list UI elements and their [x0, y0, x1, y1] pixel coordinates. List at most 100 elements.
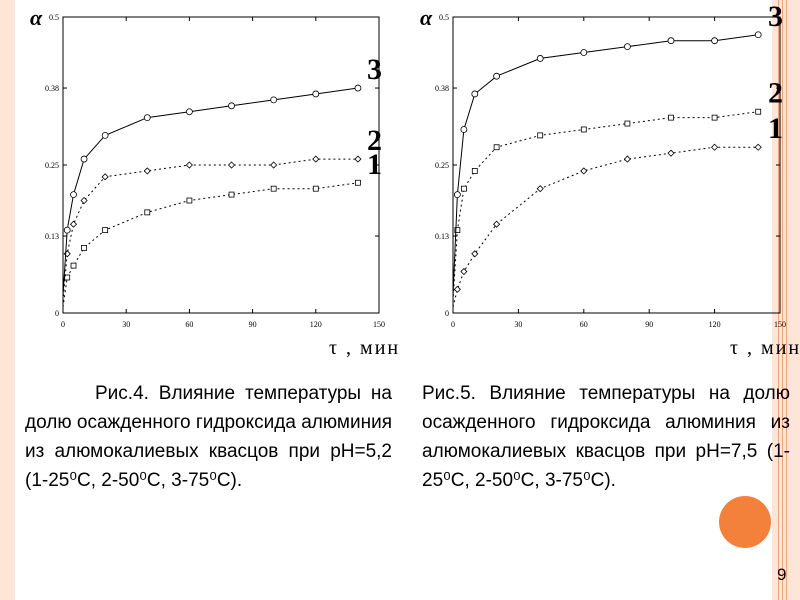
x-tick-label: 0 [451, 320, 455, 329]
data-point [755, 108, 762, 115]
data-point [355, 179, 361, 186]
series-label: 3 [367, 53, 382, 86]
data-point [270, 96, 278, 104]
x-tick-label: 60 [185, 320, 193, 329]
x-axis-label: τ , мин [730, 337, 800, 359]
data-point [624, 43, 631, 50]
data-point [80, 196, 88, 205]
border-stripe [786, 0, 787, 600]
x-tick-label: 0 [61, 320, 65, 329]
plot-frame [452, 16, 781, 314]
data-point [312, 185, 319, 192]
data-point [185, 108, 193, 116]
y-tick-label: 0.13 [45, 232, 59, 241]
data-point [228, 102, 235, 110]
data-point [624, 120, 631, 127]
data-point [102, 227, 109, 234]
data-point [101, 173, 109, 181]
data-point [493, 72, 501, 80]
data-point [70, 262, 77, 269]
x-tick-label: 150 [774, 320, 786, 329]
series-line [452, 146, 759, 308]
data-point [711, 114, 718, 121]
x-tick-label: 150 [373, 320, 385, 329]
caption-fig5: Рис.5. Влияние температуры на долю осажд… [422, 383, 790, 491]
data-point [453, 285, 461, 293]
data-point [460, 185, 467, 192]
y-axis-label: α [420, 5, 433, 30]
data-point [70, 191, 77, 199]
series-label: 3 [768, 0, 783, 33]
y-tick-label: 0 [445, 309, 449, 318]
series-line [62, 182, 358, 308]
x-tick-label: 90 [249, 320, 257, 329]
y-tick-label: 0.38 [435, 84, 449, 93]
data-point [667, 37, 675, 45]
y-tick-label: 0.25 [45, 161, 59, 170]
data-point [454, 227, 461, 234]
data-point [580, 49, 588, 56]
data-point [354, 155, 362, 163]
x-axis-label: τ , мин [329, 337, 400, 359]
data-point [667, 149, 675, 157]
data-point [668, 114, 674, 121]
x-tick-label: 60 [580, 320, 588, 329]
data-point [460, 126, 468, 133]
series-line [62, 87, 358, 296]
data-point [537, 132, 544, 139]
data-point [754, 143, 762, 151]
x-tick-label: 120 [709, 320, 721, 329]
data-point [64, 274, 71, 281]
data-point [143, 114, 151, 122]
data-point [471, 250, 479, 258]
border-stripe [782, 0, 783, 600]
data-point [754, 31, 762, 39]
series-label: 1 [768, 112, 783, 145]
data-point [228, 191, 235, 198]
y-tick-label: 0.13 [435, 232, 449, 241]
data-point [186, 197, 193, 204]
y-tick-label: 0.5 [439, 13, 449, 22]
data-point [493, 144, 500, 151]
data-point [185, 161, 193, 169]
series-label: 2 [768, 77, 783, 110]
page-number: 9 [777, 565, 787, 584]
x-tick-label: 120 [310, 320, 322, 329]
data-point [63, 226, 71, 234]
data-point [460, 267, 468, 276]
series-line [452, 111, 759, 302]
data-point [101, 131, 109, 139]
y-tick-label: 0.5 [49, 13, 59, 22]
data-point [493, 220, 501, 228]
data-point [580, 126, 587, 133]
series-label: 2 [367, 124, 382, 157]
y-axis-label: α [30, 5, 43, 30]
series-label: 1 [367, 148, 382, 181]
data-point [711, 143, 719, 151]
data-point [143, 167, 151, 175]
data-point [312, 90, 320, 98]
data-point [80, 155, 88, 163]
y-tick-label: 0 [55, 309, 59, 318]
caption-fig4: Рис.4. Влияние температуры на долю осажд… [25, 383, 392, 491]
data-point [312, 155, 320, 163]
left-border [0, 0, 15, 600]
data-point [623, 155, 631, 163]
data-point [536, 55, 544, 62]
data-point [81, 244, 87, 251]
data-point [354, 84, 362, 92]
data-point [270, 185, 277, 192]
data-point [471, 90, 479, 98]
data-point [711, 37, 718, 45]
x-tick-label: 30 [122, 320, 130, 329]
border-stripe [778, 0, 779, 600]
orange-dot [719, 496, 771, 548]
data-point [580, 167, 588, 175]
data-point [144, 209, 151, 216]
plot-frame [62, 16, 380, 314]
y-tick-label: 0.38 [45, 84, 59, 93]
data-point [453, 191, 461, 199]
y-tick-label: 0.25 [435, 161, 449, 170]
data-point [227, 161, 236, 169]
